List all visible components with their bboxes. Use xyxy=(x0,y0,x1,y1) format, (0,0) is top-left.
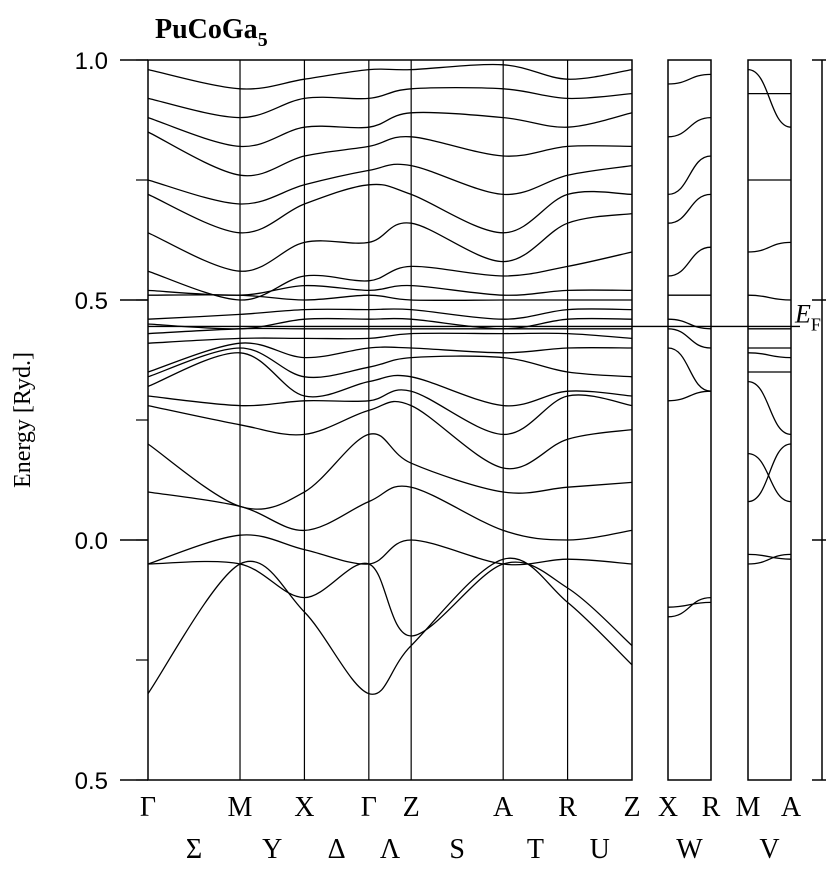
path-segment-label: V xyxy=(759,834,779,865)
symmetry-point-label: Z xyxy=(623,792,640,823)
band-line xyxy=(147,534,633,566)
band-line xyxy=(667,347,712,392)
band-line xyxy=(147,284,633,296)
path-segment-label: Σ xyxy=(186,834,202,865)
band-line xyxy=(147,342,633,373)
symmetry-point-label: R xyxy=(702,792,721,823)
y-tick-label: 0.5 xyxy=(75,288,108,315)
chart-title: PuCoGa5 xyxy=(155,14,268,51)
band-line xyxy=(147,332,633,344)
symmetry-point-label: Γ xyxy=(140,792,156,823)
band-line xyxy=(147,389,633,436)
fermi-label-main: E xyxy=(794,299,811,328)
band-line xyxy=(667,390,712,402)
band-line xyxy=(147,400,633,470)
band-line xyxy=(667,601,712,608)
band-line xyxy=(747,452,792,503)
fermi-level: EF xyxy=(148,299,821,334)
band-line xyxy=(747,68,792,128)
path-segment-label: Λ xyxy=(380,834,401,865)
band-line xyxy=(667,73,712,85)
band-line xyxy=(747,352,792,359)
symmetry-point-label: M xyxy=(736,792,761,823)
band-line xyxy=(667,155,712,196)
band-line xyxy=(147,183,633,234)
band-line xyxy=(147,63,633,90)
band-line xyxy=(747,294,792,301)
symmetry-point-label: X xyxy=(294,792,314,823)
band-line xyxy=(667,318,712,330)
y-tick-label: 0.5 xyxy=(75,768,108,795)
band-line xyxy=(667,596,712,618)
path-segment-label: Δ xyxy=(328,834,346,865)
panel-frame xyxy=(747,59,792,781)
band-line xyxy=(747,443,792,503)
fermi-level-label: EF xyxy=(794,299,821,334)
path-segment-label: Y xyxy=(262,834,282,865)
y-tick-label: 1.0 xyxy=(75,48,108,75)
band-line xyxy=(667,246,712,277)
band-line xyxy=(747,241,792,253)
symmetry-point-label: R xyxy=(558,792,577,823)
band-line xyxy=(147,557,633,695)
band-line xyxy=(147,163,633,205)
x-axis-labels: Γ M X Γ Z A R ZΣ Y Δ Λ S T UX RWM AV xyxy=(140,792,802,865)
band-line xyxy=(147,347,633,379)
title-subscript: 5 xyxy=(258,29,268,51)
band-line xyxy=(667,328,712,349)
band-line xyxy=(667,193,712,224)
band-line xyxy=(147,86,633,119)
panel-frame xyxy=(667,59,712,781)
band-line xyxy=(147,485,633,541)
panel-frame xyxy=(147,59,633,781)
fermi-label-subscript: F xyxy=(811,314,821,334)
symmetry-point-label: A xyxy=(493,792,514,823)
band-line xyxy=(147,308,633,320)
band-line xyxy=(667,116,712,138)
path-segment-label: S xyxy=(449,834,465,865)
symmetry-point-label: M xyxy=(228,792,253,823)
band-line xyxy=(147,317,633,330)
gridlines xyxy=(239,60,569,780)
band-line xyxy=(147,433,633,510)
band-line xyxy=(147,294,632,302)
symmetry-point-label: A xyxy=(781,792,802,823)
band-line xyxy=(747,380,792,436)
symmetry-point-label: X xyxy=(658,792,678,823)
band-lines xyxy=(147,63,792,695)
path-segment-label: U xyxy=(590,834,610,865)
y-axis: 1.0 0.5 0.0 0.5 xyxy=(75,48,826,795)
band-line xyxy=(747,553,792,565)
y-tick-label: 0.0 xyxy=(75,528,108,555)
y-axis-label: Energy [Ryd.] xyxy=(10,352,36,488)
path-segment-label: T xyxy=(527,834,544,865)
title-main: PuCoGa xyxy=(155,14,258,45)
symmetry-point-label: Z xyxy=(403,792,420,823)
band-line xyxy=(147,560,633,647)
band-line xyxy=(147,251,633,301)
band-line xyxy=(147,212,633,272)
band-line xyxy=(147,131,633,177)
path-segment-label: W xyxy=(676,834,703,865)
symmetry-point-label: Γ xyxy=(361,792,377,823)
band-line xyxy=(747,553,792,560)
band-line xyxy=(147,111,633,148)
band-line xyxy=(147,352,633,407)
